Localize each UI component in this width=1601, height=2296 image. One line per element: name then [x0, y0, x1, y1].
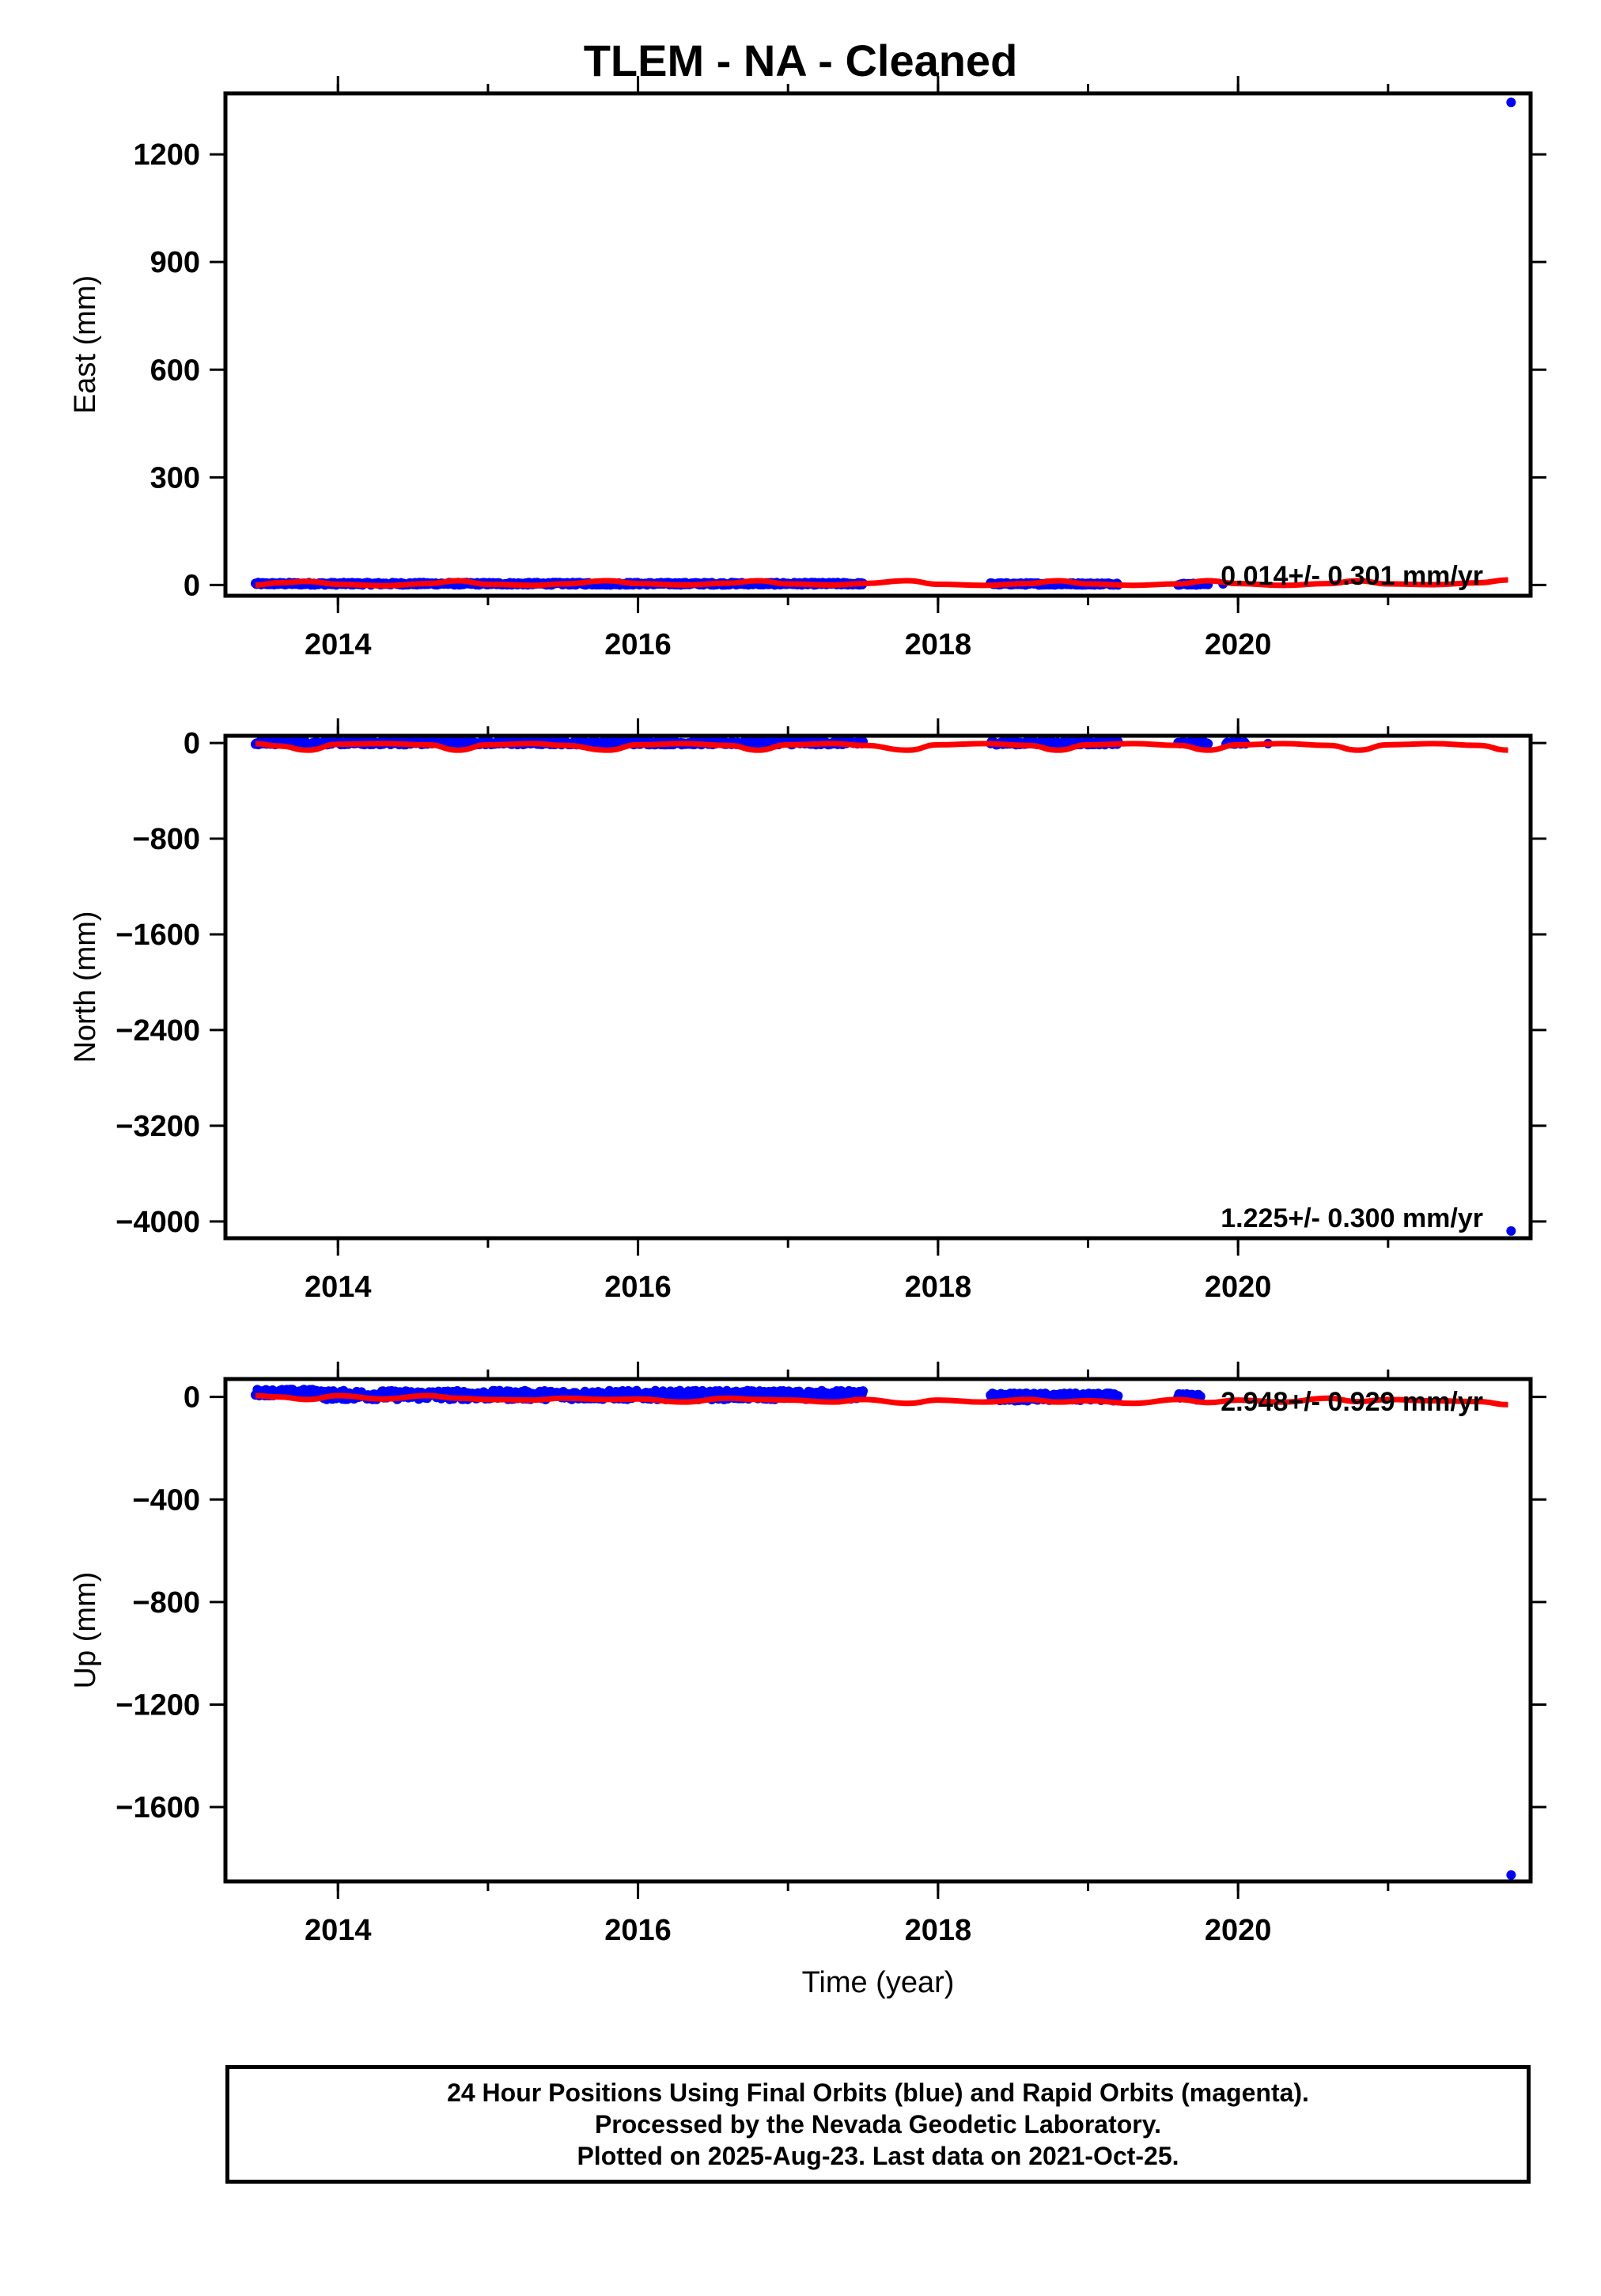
y-tick-label: −800	[132, 1586, 200, 1620]
x-tick-label: 2020	[1205, 1271, 1272, 1304]
x-tick-label: 2020	[1205, 1914, 1272, 1947]
observation-point	[1506, 1870, 1516, 1880]
footer-line-3: Plotted on 2025-Aug-23. Last data on 202…	[577, 2142, 1179, 2170]
y-tick-label: −1600	[115, 919, 200, 952]
x-tick-label: 2020	[1205, 628, 1272, 661]
y-tick-label: −1600	[115, 1791, 200, 1824]
x-tick-label: 2016	[604, 1271, 672, 1304]
velocity-label: 0.014+/- 0.301 mm/yr	[1221, 561, 1483, 591]
footer-note: 24 Hour Positions Using Final Orbits (bl…	[225, 2065, 1531, 2184]
x-tick-label: 2018	[905, 628, 972, 661]
velocity-label: 1.225+/- 0.300 mm/yr	[1221, 1203, 1483, 1233]
data-area	[250, 736, 1516, 1236]
observation-point	[1506, 1226, 1516, 1236]
x-tick-label: 2014	[305, 1914, 372, 1947]
panel-up: 2014 2016 2018 2020 0 −400 −800 −1200 −1600 Up (m…	[69, 1362, 1546, 1999]
x-tick-label: 2014	[305, 1271, 372, 1304]
observation-point	[1195, 1392, 1205, 1402]
y-tick-label: 900	[150, 246, 200, 279]
x-tick-label: 2014	[305, 628, 372, 661]
x-tick-label: 2018	[905, 1914, 972, 1947]
y-tick-label: −1200	[115, 1688, 200, 1722]
y-tick-label: 0	[184, 727, 200, 760]
page-title: TLEM - NA - Cleaned	[583, 36, 1018, 85]
footer-line-1: 24 Hour Positions Using Final Orbits (bl…	[447, 2078, 1309, 2107]
y-tick-label: −800	[132, 823, 200, 856]
y-tick-label: 300	[150, 461, 200, 494]
panel-north: 2014 2016 2018 2020 0 −800 −1600 −2400 −3200 −400…	[69, 718, 1546, 1304]
x-tick-label: 2016	[604, 1914, 672, 1947]
y-tick-label: −2400	[115, 1014, 200, 1048]
y-axis-label: North (mm)	[69, 911, 102, 1063]
data-area	[250, 1385, 1516, 1880]
velocity-label: 2.948+/- 0.929 mm/yr	[1221, 1387, 1483, 1417]
panel-east: 2014 2016 2018 2020 0 300 600 900 1200 East (mm) 0…	[69, 76, 1546, 661]
model-fit-line	[255, 1392, 1508, 1408]
y-tick-label: 600	[150, 354, 200, 387]
x-tick-label: 2016	[604, 628, 672, 661]
data-area	[250, 97, 1516, 590]
plot-frame	[223, 1377, 1533, 1884]
x-tick-label: 2018	[905, 1271, 972, 1304]
observation-point	[858, 1386, 869, 1396]
y-tick-label: 0	[184, 1381, 200, 1415]
observation-point	[1113, 1391, 1123, 1401]
observation-point	[1506, 97, 1516, 108]
y-tick-label: −3200	[115, 1110, 200, 1143]
plot-frame	[223, 733, 1533, 1241]
y-tick-label: −4000	[115, 1206, 200, 1239]
y-axis-label: East (mm)	[69, 275, 102, 414]
model-fit-line	[255, 741, 1508, 753]
footer-line-2: Processed by the Nevada Geodetic Laborat…	[594, 2110, 1162, 2139]
model-fit-line	[255, 577, 1508, 589]
x-axis-label: Time (year)	[802, 1966, 955, 1999]
y-tick-label: 0	[184, 569, 200, 602]
plot-frame	[223, 91, 1533, 598]
y-tick-label: −400	[132, 1483, 200, 1517]
observation-point	[1203, 738, 1213, 748]
y-tick-label: 1200	[133, 138, 200, 172]
y-axis-label: Up (mm)	[69, 1572, 102, 1689]
